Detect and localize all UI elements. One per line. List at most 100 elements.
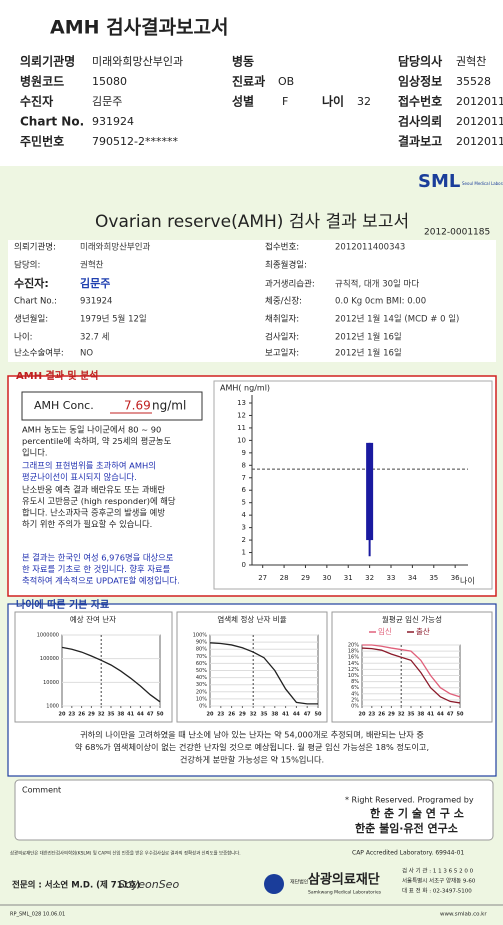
x-tick-label: 23 xyxy=(217,712,224,718)
x-tick-label: 26 xyxy=(78,712,85,718)
report-title: Ovarian reserve(AMH) 검사 결과 보고서 xyxy=(95,212,409,232)
axis-title: AMH( ng/ml) xyxy=(220,384,270,393)
x-tick-label: 20 xyxy=(359,712,366,718)
x-tick-label: 41 xyxy=(427,712,434,718)
x-tick-label: 50 xyxy=(315,712,322,718)
field-value: 15080 xyxy=(92,75,127,88)
field-label: 주민번호 xyxy=(20,134,64,149)
y-tick-label: 10 xyxy=(237,436,246,444)
comment-label: Comment xyxy=(22,786,61,795)
y-tick-label: 8 xyxy=(242,461,246,469)
line xyxy=(362,644,461,698)
mini-frame xyxy=(14,611,173,723)
x-tick-label: 26 xyxy=(378,712,385,718)
info-label: 보고일자: xyxy=(265,349,299,359)
field-label: 검사의뢰 xyxy=(398,114,442,129)
section-title: 나이에 따른 기본 자료 xyxy=(16,598,109,611)
conc-box xyxy=(21,391,203,421)
field-value: 권혁찬 xyxy=(456,54,486,68)
legend-label: 출산 xyxy=(416,626,430,636)
x-tick-label: 27 xyxy=(258,574,267,582)
y-tick-label: 40% xyxy=(196,675,207,681)
paragraph-line: percentile에 속하며, 약 25세의 평균농도 xyxy=(22,436,172,446)
info-label: 수진자: xyxy=(14,276,49,290)
info-label: 채취일자: xyxy=(265,314,299,325)
y-tick-label: 20% xyxy=(348,643,359,649)
info-value: 931924 xyxy=(80,297,112,307)
line xyxy=(209,642,318,705)
field-label: 임상정보 xyxy=(398,74,442,89)
x-tick-label: 35 xyxy=(408,712,415,718)
field-value: 20120114 xyxy=(456,115,503,128)
info-value: 2012년 1월 16일 xyxy=(335,348,402,359)
x-tick-label: 29 xyxy=(301,574,310,582)
paragraph-line: 축적하여 계속적으로 UPDATE할 예정입니다. xyxy=(22,576,180,586)
info-label: Chart No.: xyxy=(14,297,57,307)
x-tick-label: 34 xyxy=(408,574,417,582)
y-tick-label: 14% xyxy=(348,661,359,667)
y-tick-label: 6% xyxy=(351,685,359,691)
conc-label: AMH Conc. xyxy=(34,399,94,412)
field-value: 32 xyxy=(357,95,371,108)
y-tick-label: 7 xyxy=(242,474,246,482)
x-tick-label: 32 xyxy=(250,712,257,718)
x-tick-label: 20 xyxy=(59,712,66,718)
paragraph-line: 그래프의 표현범위를 초과하여 AMH의 xyxy=(22,461,156,471)
axis-title: 나이 xyxy=(460,576,475,586)
x-tick-label: 35 xyxy=(261,712,268,718)
org-en: Samkwang Medical Laboratories xyxy=(308,890,382,896)
y-tick-label: 3 xyxy=(242,524,246,532)
y-tick-label: 80% xyxy=(196,647,207,653)
org-prefix: 재단법인 xyxy=(290,879,309,886)
paragraph-line: 난소반응 예측 결과 배란유도 또는 과배란 xyxy=(22,485,165,495)
y-tick-label: 10% xyxy=(196,696,207,702)
y-tick-label: 0 xyxy=(242,561,246,569)
field-label: 병원코드 xyxy=(20,74,64,89)
x-tick-label: 32 xyxy=(398,712,405,718)
x-tick-label: 35 xyxy=(429,574,438,582)
x-tick-label: 47 xyxy=(447,712,454,718)
org-info: 대 표 전 화 : 02-3497-5100 xyxy=(402,887,472,895)
info-value: 1979년 5월 12일 xyxy=(80,314,147,325)
x-tick-label: 41 xyxy=(127,712,134,718)
y-tick-label: 100% xyxy=(193,633,208,639)
y-tick-label: 6 xyxy=(242,486,247,494)
x-tick-label: 29 xyxy=(239,712,246,718)
y-tick-label: 30% xyxy=(196,682,207,688)
y-tick-label: 1000000 xyxy=(37,633,59,639)
x-tick-label: 47 xyxy=(304,712,311,718)
signature: SoyeonSeo xyxy=(118,878,179,891)
mini-title: 예상 잔여 난자 xyxy=(70,614,116,624)
y-tick-label: 5 xyxy=(242,499,246,507)
x-tick-label: 26 xyxy=(228,712,235,718)
y-tick-label: 13 xyxy=(237,399,246,407)
x-tick-label: 41 xyxy=(282,712,289,718)
org-info: 검 사 기 관 : 1 1 3 6 5 2 0 0 xyxy=(402,867,474,875)
y-tick-label: 2% xyxy=(351,697,359,703)
info-label: 체중/신장: xyxy=(265,296,302,307)
summary-line: 약 68%가 염색체이상이 없는 건강한 난자일 것으로 예상됩니다. 월 평균… xyxy=(75,742,429,752)
info-value: 0.0 Kg 0cm BMI: 0.00 xyxy=(335,297,426,307)
form-code: RP_SML_028 10.06.01 xyxy=(10,912,65,918)
info-value: NO xyxy=(80,349,93,359)
x-tick-label: 44 xyxy=(293,712,300,718)
y-tick-label: 18% xyxy=(348,649,359,655)
y-tick-label: 10000 xyxy=(43,680,59,686)
field-value: 20120116 xyxy=(456,135,503,148)
field-value: 20120114 xyxy=(456,95,503,108)
x-tick-label: 29 xyxy=(388,712,395,718)
info-label: 난소수술여부: xyxy=(14,348,64,359)
conc-unit: ng/ml xyxy=(152,399,186,413)
y-tick-label: 10% xyxy=(348,673,359,679)
legend-label: 임신 xyxy=(378,627,392,636)
y-tick-label: 2 xyxy=(242,536,246,544)
x-tick-label: 32 xyxy=(365,574,374,582)
info-value: 권혁찬 xyxy=(80,260,104,271)
x-tick-label: 38 xyxy=(271,712,278,718)
x-tick-label: 32 xyxy=(98,712,105,718)
x-tick-label: 36 xyxy=(451,574,460,582)
comment-box xyxy=(14,779,494,841)
y-tick-label: 1000 xyxy=(46,704,59,710)
x-tick-label: 50 xyxy=(457,712,464,718)
info-label: 접수번호: xyxy=(265,242,299,253)
